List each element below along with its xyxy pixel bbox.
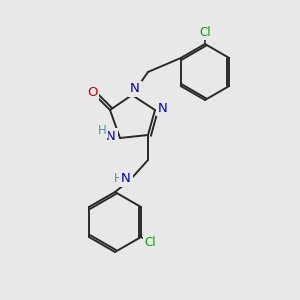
Text: Cl: Cl <box>145 236 156 250</box>
Text: N: N <box>158 101 168 115</box>
Text: O: O <box>87 85 97 98</box>
Text: H: H <box>114 172 122 185</box>
Text: N: N <box>130 82 140 95</box>
Text: N: N <box>106 130 116 142</box>
Text: Cl: Cl <box>199 26 211 38</box>
Text: H: H <box>98 124 106 136</box>
Text: N: N <box>121 172 131 185</box>
